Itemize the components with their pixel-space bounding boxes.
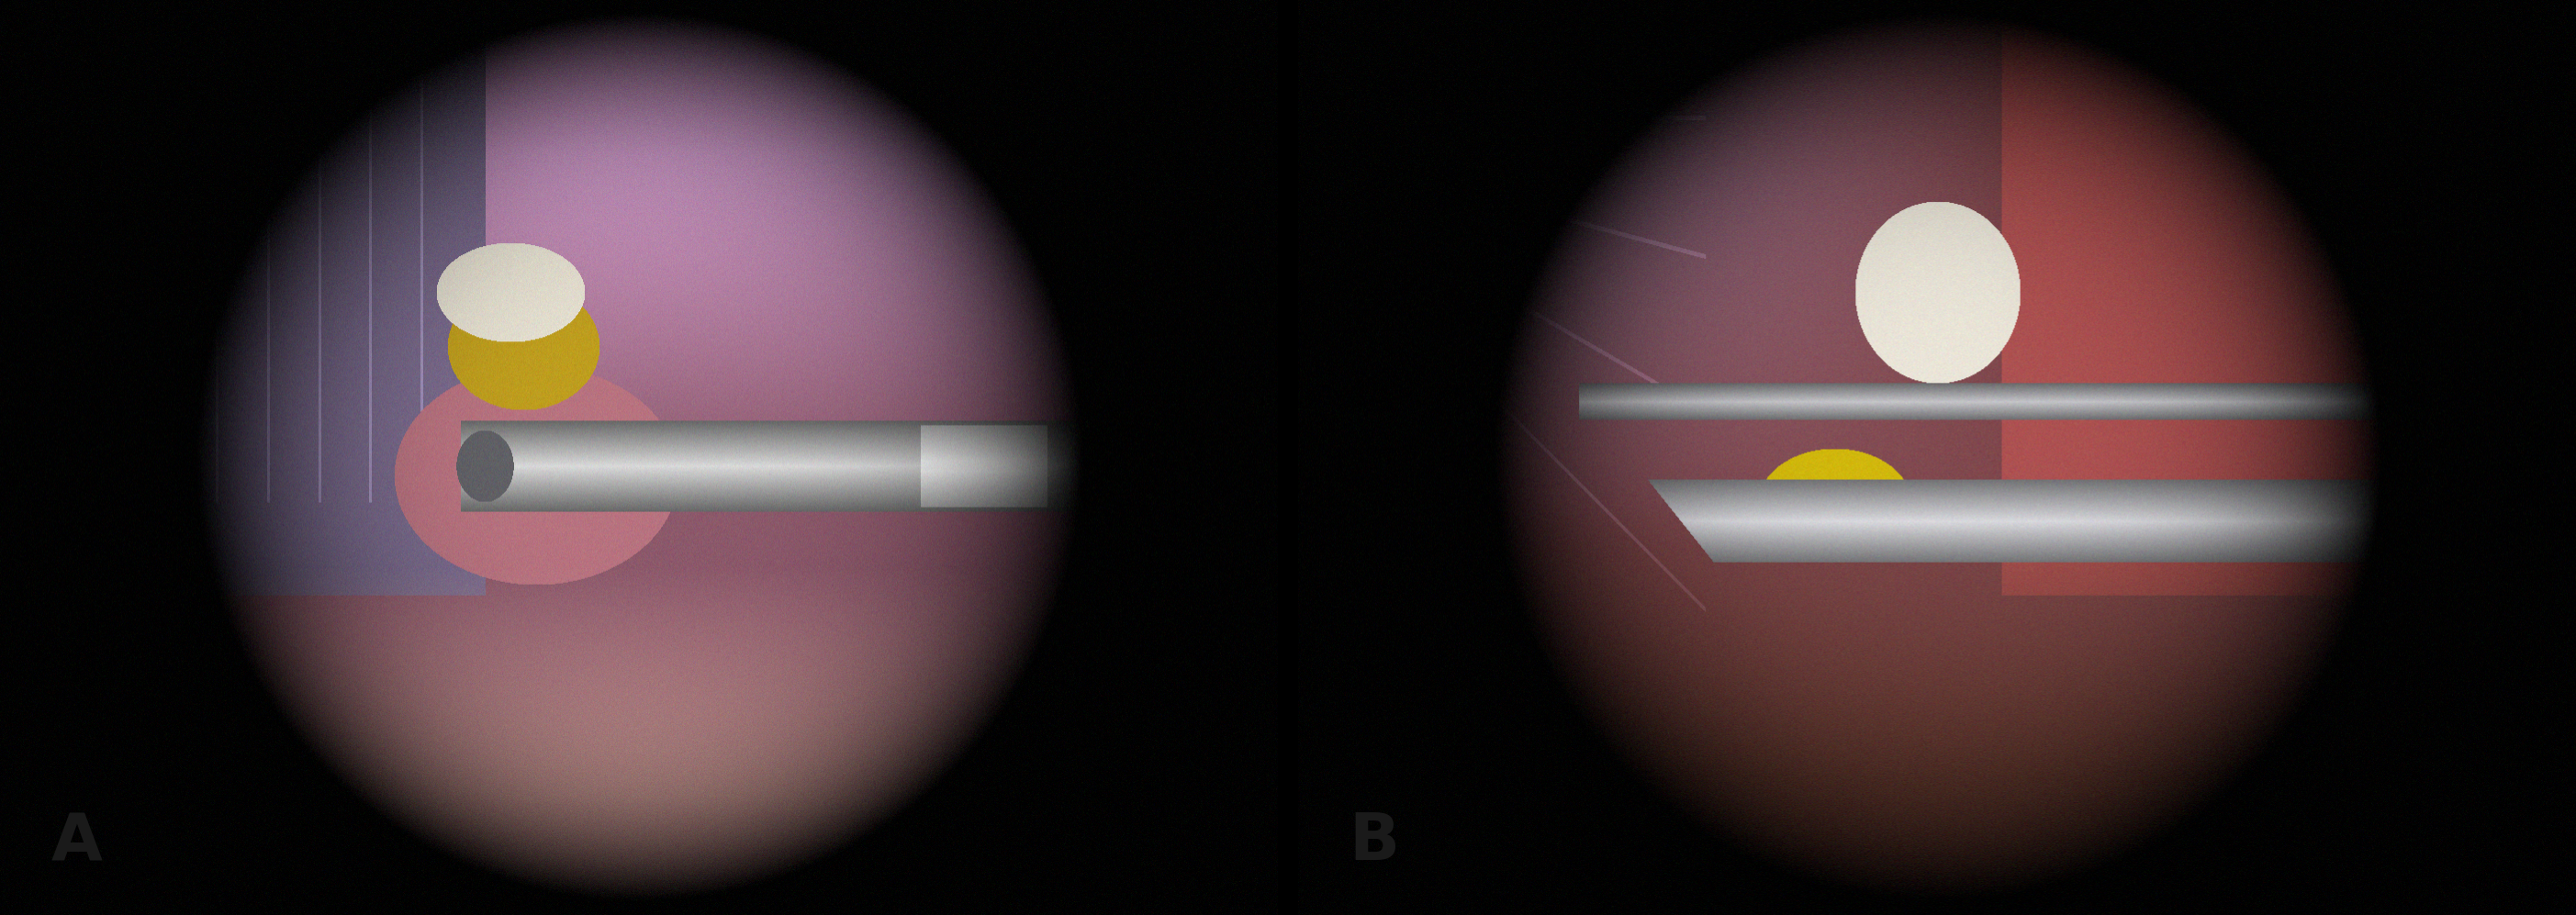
Text: B: B bbox=[1350, 811, 1399, 874]
Text: A: A bbox=[52, 811, 103, 874]
